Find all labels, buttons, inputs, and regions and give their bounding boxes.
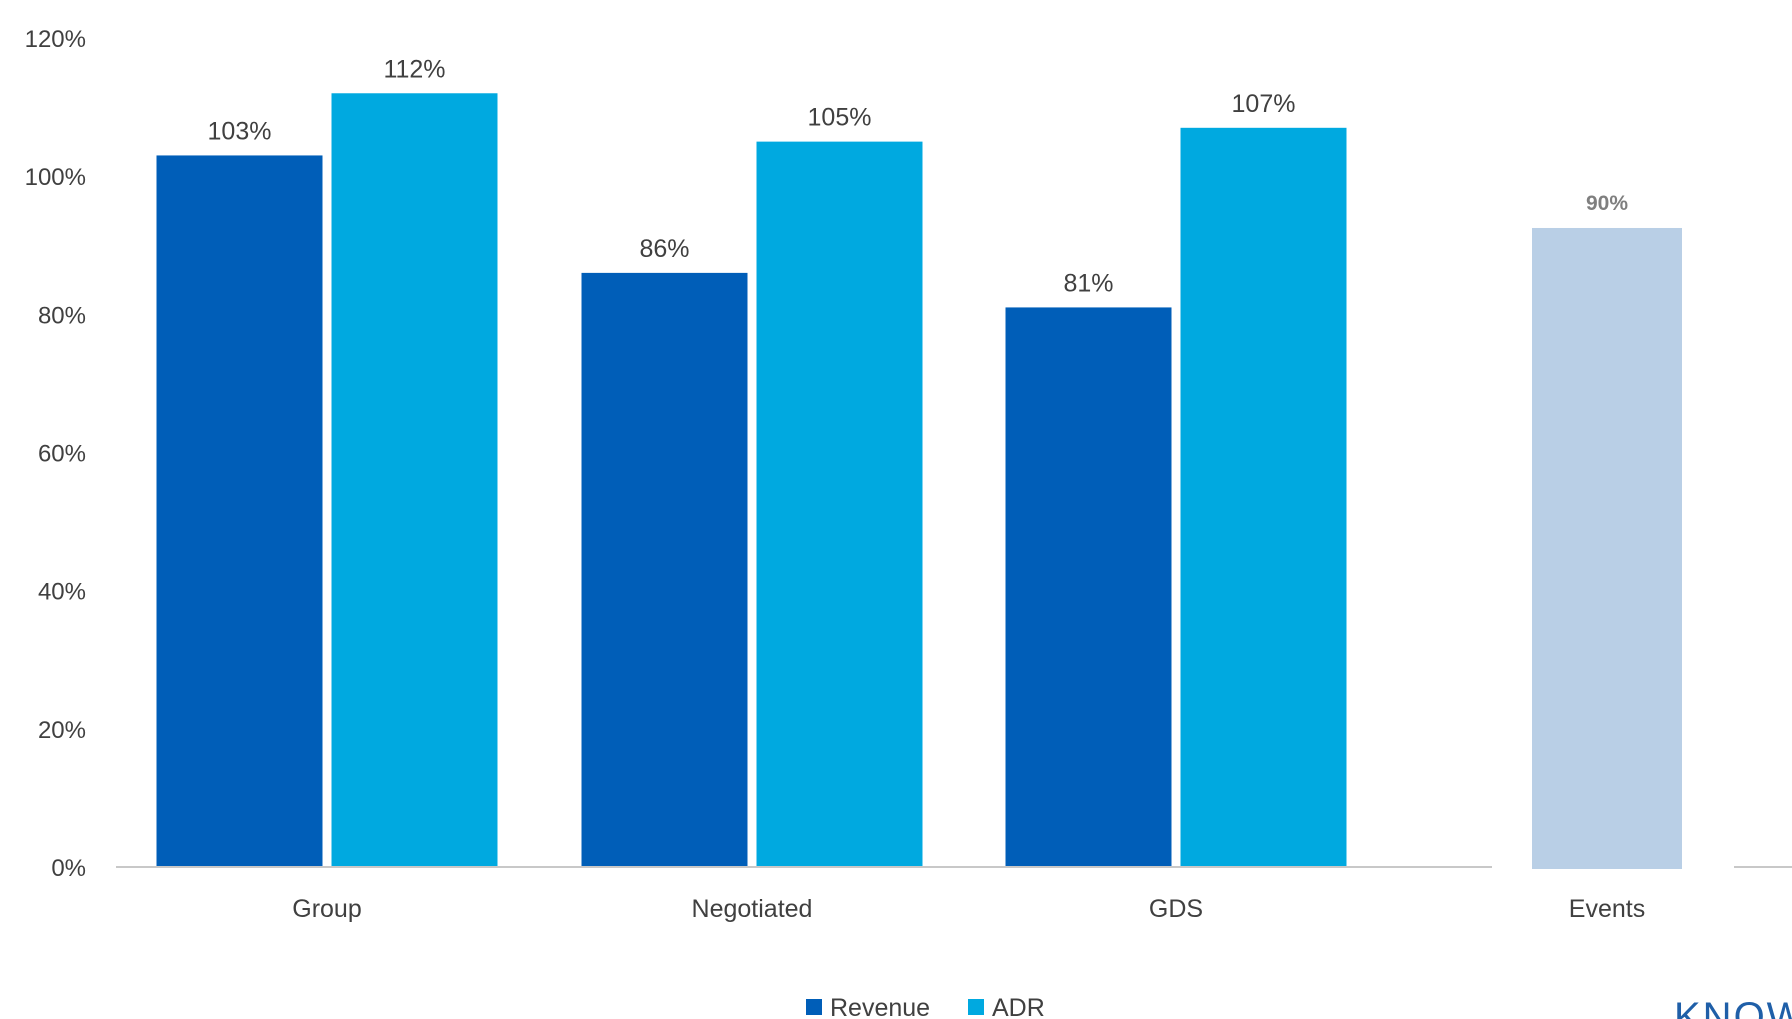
data-label: 105% (808, 104, 872, 132)
data-label: 107% (1232, 90, 1296, 118)
category-labels: Group Negotiated GDS Events (292, 895, 1645, 923)
category-label: Negotiated (692, 895, 813, 923)
y-tick-label: 100% (25, 164, 86, 191)
y-tick-label: 80% (38, 302, 86, 329)
bar-events (1532, 227, 1682, 869)
y-tick-label: 0% (51, 855, 86, 882)
data-label: 90% (1586, 192, 1628, 215)
legend-swatch-adr (968, 999, 984, 1015)
bar-adr (331, 93, 498, 868)
category-label: Events (1569, 895, 1645, 923)
y-tick-label: 40% (38, 579, 86, 606)
bar-revenue (156, 155, 323, 868)
data-label: 86% (639, 235, 689, 263)
y-tick-label: 20% (38, 717, 86, 744)
data-label: 112% (383, 55, 445, 83)
category-label: Group (292, 895, 361, 923)
data-label: 103% (208, 117, 272, 145)
y-tick-label: 120% (25, 26, 86, 53)
bar-revenue (1005, 307, 1172, 867)
data-labels: 103% 86% 81% 112% 105% 107% 90% (208, 55, 1629, 297)
legend: Revenue ADR (806, 994, 1045, 1019)
logo-text: KNOW (1674, 995, 1792, 1019)
legend-label-adr: ADR (992, 994, 1045, 1019)
bars-layer (156, 93, 1682, 869)
bar-adr (1180, 127, 1347, 867)
y-axis: 0% 20% 40% 60% 80% 100% 120% (25, 26, 86, 882)
bar-adr (756, 141, 923, 867)
bar-revenue (581, 272, 748, 868)
y-tick-label: 60% (38, 441, 86, 468)
category-label: GDS (1149, 895, 1203, 923)
legend-label-revenue: Revenue (830, 994, 930, 1019)
data-label: 81% (1063, 269, 1113, 297)
legend-swatch-revenue (806, 999, 822, 1015)
